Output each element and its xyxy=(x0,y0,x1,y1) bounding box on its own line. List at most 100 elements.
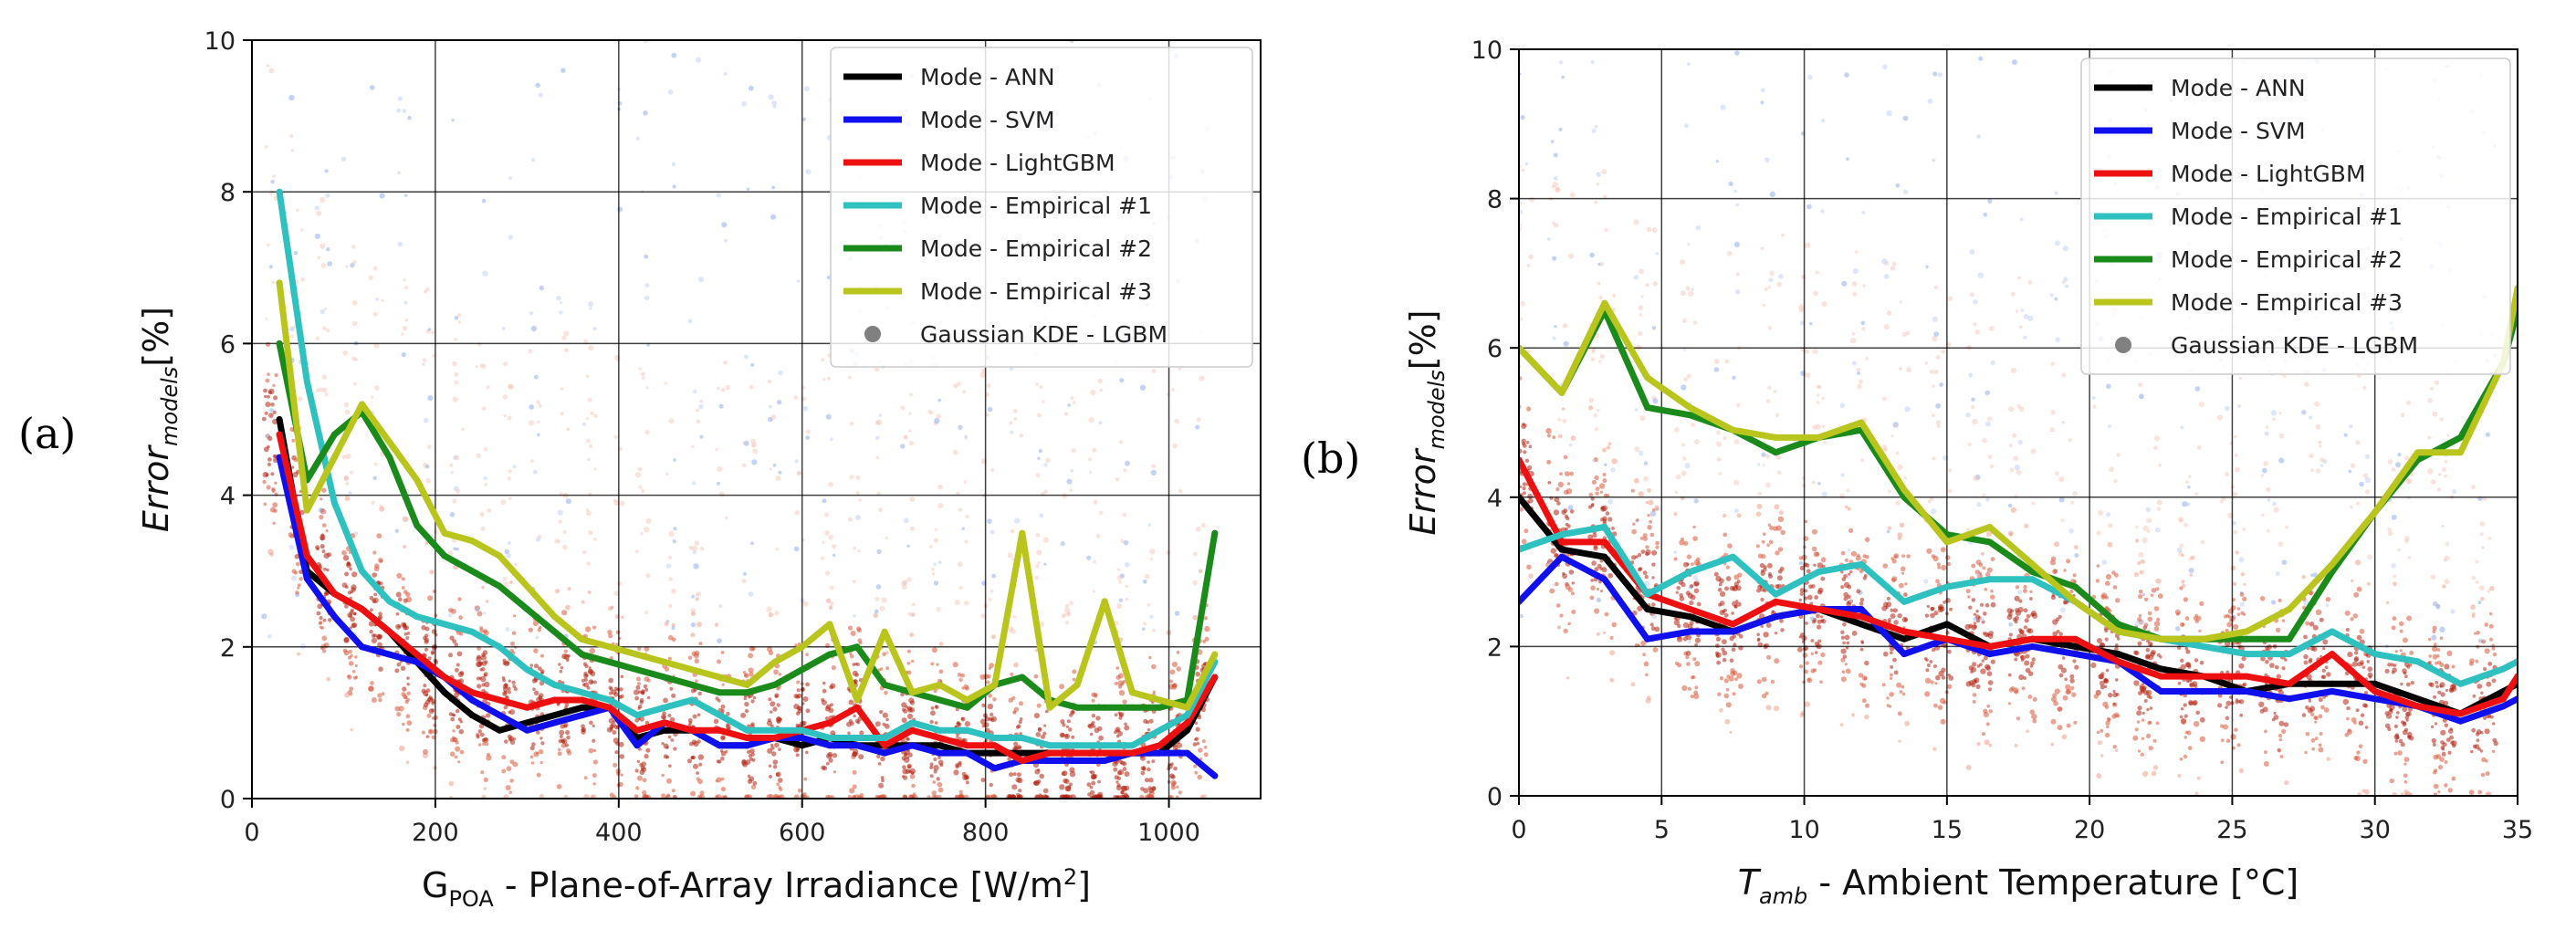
series-point xyxy=(2072,643,2079,650)
legend: Mode - ANN Mode - SVM Mode - LightGBM Mode … xyxy=(2080,57,2511,375)
legend-entry-label: Mode - LightGBM xyxy=(2171,161,2366,187)
series-point xyxy=(1101,742,1108,749)
series-point xyxy=(1046,742,1053,749)
series-point xyxy=(1986,576,1994,583)
x-tick-label: 1000 xyxy=(1137,819,1200,847)
series-point xyxy=(1019,735,1026,741)
series-point xyxy=(826,651,833,658)
x-tick-label: 5 xyxy=(1654,816,1670,844)
series-point xyxy=(2200,635,2207,643)
series-point xyxy=(551,712,558,719)
legend-entry-label: Mode - Empirical #1 xyxy=(920,193,1152,219)
legend-entry-label: Mode - Empirical #3 xyxy=(920,278,1152,305)
series-point xyxy=(1729,621,1736,628)
series-point xyxy=(716,674,723,681)
series-point xyxy=(1073,742,1081,749)
series-point xyxy=(2029,560,2037,568)
series-point xyxy=(496,643,503,651)
series-point xyxy=(1729,426,1736,434)
series-point xyxy=(606,643,613,651)
series-point xyxy=(744,726,750,734)
series-point xyxy=(991,735,999,741)
series-point xyxy=(826,742,833,749)
series-point xyxy=(303,575,310,582)
series-point xyxy=(441,621,448,628)
y-tick-label: 4 xyxy=(1487,485,1503,513)
series-point xyxy=(496,696,503,704)
series-point xyxy=(964,696,970,704)
series-point xyxy=(771,726,779,734)
series-point xyxy=(359,401,365,408)
series-point xyxy=(1644,404,1651,412)
series-point xyxy=(2243,673,2250,680)
y-tick-label: 8 xyxy=(1487,186,1503,214)
series-point xyxy=(2414,703,2422,710)
series-point xyxy=(276,340,283,347)
series-point xyxy=(1772,434,1779,441)
series-point xyxy=(1558,546,1565,553)
series-point xyxy=(2072,635,2079,643)
series-point xyxy=(1986,524,1994,530)
series-point xyxy=(2286,651,2293,658)
legend-box xyxy=(830,47,1253,368)
series-point xyxy=(579,712,586,719)
x-tick-label: 0 xyxy=(1511,816,1526,844)
legend-entry-label: Mode - SVM xyxy=(2171,118,2306,144)
series-point xyxy=(606,704,613,711)
series-point xyxy=(1157,749,1163,757)
series-point xyxy=(523,719,530,726)
series-point xyxy=(523,582,530,590)
series-point xyxy=(330,454,338,461)
series-point xyxy=(799,726,806,734)
series-point xyxy=(799,666,806,674)
series-point xyxy=(661,704,668,711)
series-point xyxy=(634,742,641,749)
series-point xyxy=(744,681,750,688)
series-point xyxy=(2414,658,2422,665)
series-point xyxy=(634,666,641,674)
series-point xyxy=(2029,576,2037,583)
series-point xyxy=(2457,710,2464,717)
series-point xyxy=(441,552,448,559)
series-point xyxy=(2329,651,2336,658)
x-axis-label: GPOA - Plane-of-Array Irradiance [W/m2] xyxy=(422,864,1091,912)
series-point xyxy=(771,735,779,741)
series-point xyxy=(2499,703,2507,710)
series-point xyxy=(688,666,696,674)
series-point xyxy=(1729,628,1736,635)
series-point xyxy=(2114,651,2121,658)
series-point xyxy=(991,681,999,688)
y-axis-label: Errormodels[%] xyxy=(136,307,183,532)
series-point xyxy=(991,742,999,749)
legend: Mode - ANN Mode - SVM Mode - LightGBM Mode … xyxy=(830,47,1253,368)
series-point xyxy=(496,712,503,719)
series-point xyxy=(2372,651,2379,658)
series-point xyxy=(1157,704,1163,711)
series-point xyxy=(2457,449,2464,456)
series-lines xyxy=(276,188,1219,779)
y-tick-label: 2 xyxy=(220,634,236,663)
legend-entry-label: Mode - Empirical #2 xyxy=(2171,246,2403,273)
legend-entry-label: Mode - Empirical #2 xyxy=(920,235,1152,262)
series-point xyxy=(303,552,310,559)
series-point xyxy=(1157,696,1163,704)
series-point xyxy=(1558,553,1565,560)
series-point xyxy=(330,613,338,621)
series-point xyxy=(1184,749,1191,757)
series-point xyxy=(2414,449,2422,456)
series-point xyxy=(330,590,338,598)
series-point xyxy=(1184,704,1191,711)
series-point xyxy=(468,712,476,719)
series-point xyxy=(936,742,943,749)
series-point xyxy=(716,726,723,734)
series-point xyxy=(826,719,833,726)
series-point xyxy=(661,726,668,734)
series-point xyxy=(1858,419,1865,426)
series-point xyxy=(2499,665,2507,673)
series-point xyxy=(2286,635,2293,643)
series-point xyxy=(579,636,586,643)
legend-entry-label: Mode - ANN xyxy=(2171,75,2306,101)
series-point xyxy=(853,704,861,711)
series-point xyxy=(1601,299,1608,307)
